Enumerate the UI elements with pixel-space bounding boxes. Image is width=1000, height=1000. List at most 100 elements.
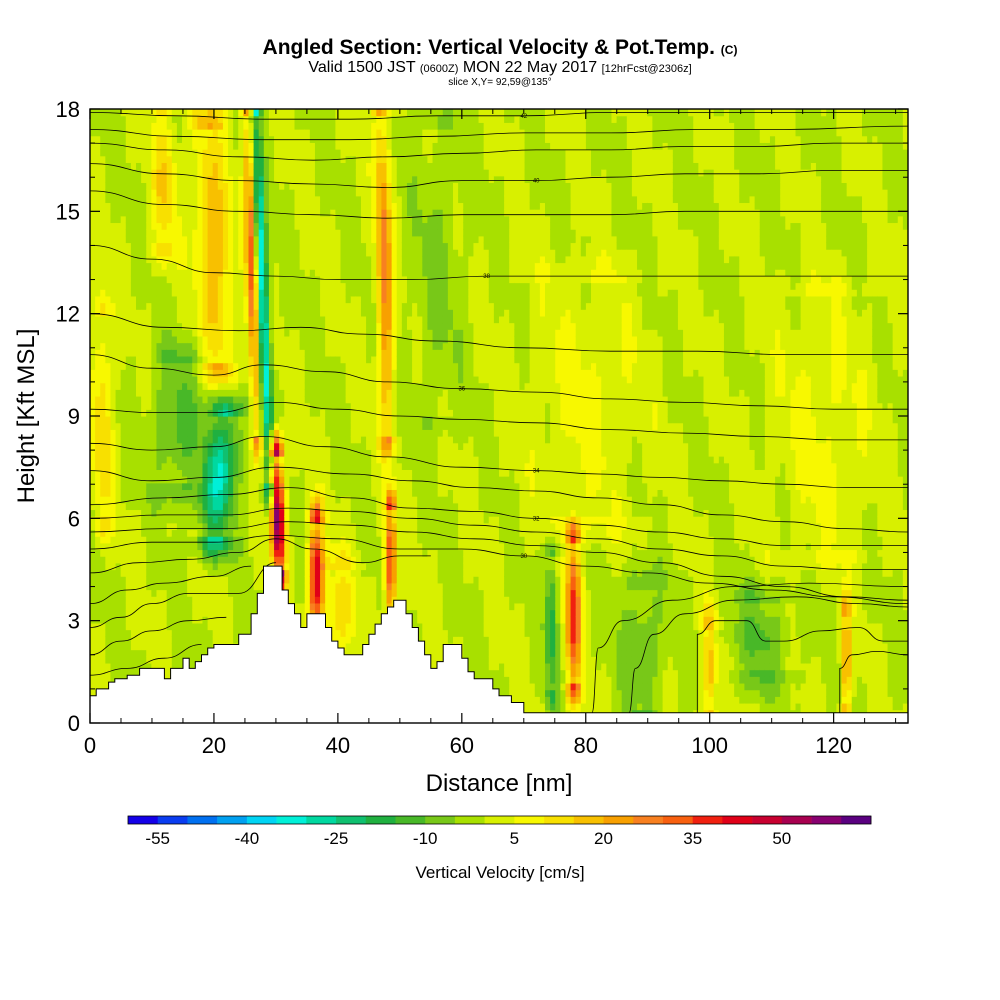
velocity-cell [314,175,321,184]
velocity-cell [105,129,112,137]
velocity-cell [325,522,331,531]
velocity-cell [110,409,117,417]
velocity-cell [217,302,224,310]
velocity-cell [309,589,316,597]
velocity-cell [141,195,147,204]
velocity-cell [166,162,173,170]
velocity-cell [222,596,229,604]
velocity-cell [222,175,229,184]
velocity-cell [176,456,183,464]
velocity-cell [192,375,198,384]
velocity-cell [222,402,229,410]
velocity-cell [222,536,229,544]
velocity-cell [314,315,321,324]
velocity-cell [320,456,326,464]
velocity-cell [100,142,106,150]
velocity-cell [279,269,285,277]
velocity-cell [217,322,224,330]
velocity-cell [228,496,234,504]
velocity-cell [171,302,178,310]
velocity-cell [192,462,198,470]
velocity-cell [304,569,311,577]
velocity-cell [314,262,321,270]
velocity-cell [197,149,204,157]
velocity-cell [197,456,204,464]
velocity-cell [325,602,331,611]
velocity-cell [202,169,209,177]
velocity-cell [289,149,296,157]
velocity-cell [115,656,122,664]
velocity-cell [320,182,326,190]
velocity-cell [125,502,132,511]
velocity-cell [268,322,275,330]
velocity-cell [320,309,326,317]
velocity-cell [279,449,285,457]
velocity-cell [207,302,214,310]
velocity-cell [289,369,296,377]
velocity-cell [325,349,331,357]
velocity-cell [355,456,362,464]
velocity-cell [146,662,152,671]
velocity-cell [238,329,244,337]
velocity-cell [176,302,183,310]
velocity-cell [156,189,163,197]
velocity-cell [182,476,188,484]
velocity-cell [146,282,152,290]
velocity-cell [253,269,260,277]
velocity-cell [289,255,296,264]
velocity-cell [304,556,311,564]
velocity-cell [90,542,96,551]
velocity-cell [146,542,152,551]
velocity-cell [320,542,326,551]
velocity-cell [233,416,239,424]
velocity-cell [355,402,362,410]
velocity-cell [299,275,306,284]
velocity-cell [268,496,275,504]
velocity-cell [136,462,142,470]
velocity-cell [105,249,112,257]
velocity-cell [207,449,214,457]
velocity-cell [360,209,367,217]
velocity-cell [161,262,168,270]
velocity-cell [202,402,209,410]
velocity-cell [238,302,244,310]
velocity-cell [197,489,204,497]
velocity-cell [115,135,122,143]
velocity-cell [187,536,193,544]
velocity-cell [299,362,306,370]
velocity-cell [171,642,178,651]
velocity-cell [294,369,301,377]
velocity-cell [299,402,306,410]
velocity-cell [171,335,178,344]
velocity-cell [176,129,183,137]
velocity-cell [207,255,214,264]
velocity-cell [100,642,106,651]
velocity-cell [217,195,224,204]
velocity-cell [228,182,234,190]
velocity-cell [146,129,152,137]
velocity-cell [130,602,137,611]
velocity-cell [289,596,296,604]
velocity-cell [289,342,296,350]
velocity-cell [171,522,178,531]
valid-zulu: (0600Z) [419,63,459,75]
velocity-cell [202,202,209,210]
velocity-cell [202,222,209,230]
velocity-cell [182,375,188,384]
velocity-cell [258,109,265,117]
velocity-cell [222,329,229,337]
velocity-cell [253,569,260,577]
velocity-cell [120,402,127,410]
velocity-cell [340,289,347,297]
velocity-cell [176,596,183,604]
velocity-cell [233,502,239,511]
velocity-cell [207,229,214,237]
velocity-cell [360,255,367,264]
velocity-cell [120,155,127,163]
velocity-cell [355,629,362,637]
velocity-cell [243,195,250,204]
velocity-cell [304,395,311,404]
velocity-cell [217,582,224,591]
velocity-cell [268,476,275,484]
velocity-cell [217,115,224,123]
